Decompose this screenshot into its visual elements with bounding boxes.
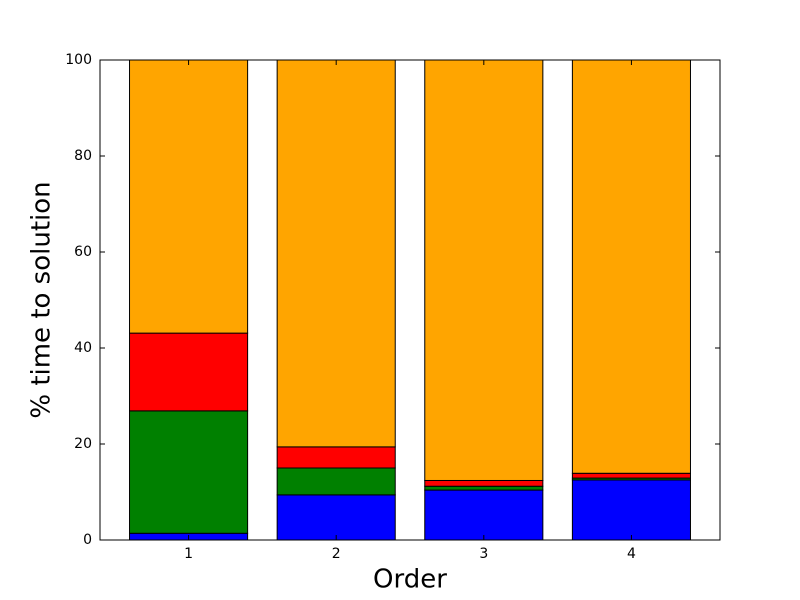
bar-segment bbox=[276, 494, 396, 541]
bar-segment bbox=[276, 59, 396, 448]
y-tick-label: 40 bbox=[74, 340, 92, 356]
y-tick-label: 80 bbox=[74, 148, 92, 164]
bar-segment bbox=[424, 489, 544, 541]
plot-frame bbox=[99, 59, 721, 541]
x-tick-label: 3 bbox=[479, 546, 488, 562]
x-tick-label: 4 bbox=[627, 546, 636, 562]
bar-segment bbox=[129, 410, 249, 534]
x-tick-label: 1 bbox=[184, 546, 193, 562]
bar-segment bbox=[571, 472, 691, 479]
x-axis-label: Order bbox=[373, 565, 447, 595]
x-tick-label: 2 bbox=[332, 546, 341, 562]
bar-segment bbox=[424, 479, 544, 487]
y-axis-label: % time to solution bbox=[27, 181, 57, 418]
bar-segment bbox=[129, 59, 249, 334]
y-tick-label: 60 bbox=[74, 244, 92, 260]
bar-segment bbox=[129, 332, 249, 412]
bar-segment bbox=[424, 485, 544, 491]
y-tick-label: 0 bbox=[83, 532, 92, 548]
y-tick-label: 20 bbox=[74, 436, 92, 452]
bar-segment bbox=[424, 59, 544, 481]
bar-segment bbox=[276, 446, 396, 469]
bar-segment bbox=[571, 59, 691, 474]
bar-segment bbox=[571, 479, 691, 541]
y-tick-label: 100 bbox=[65, 52, 92, 68]
bar-segment bbox=[276, 467, 396, 496]
